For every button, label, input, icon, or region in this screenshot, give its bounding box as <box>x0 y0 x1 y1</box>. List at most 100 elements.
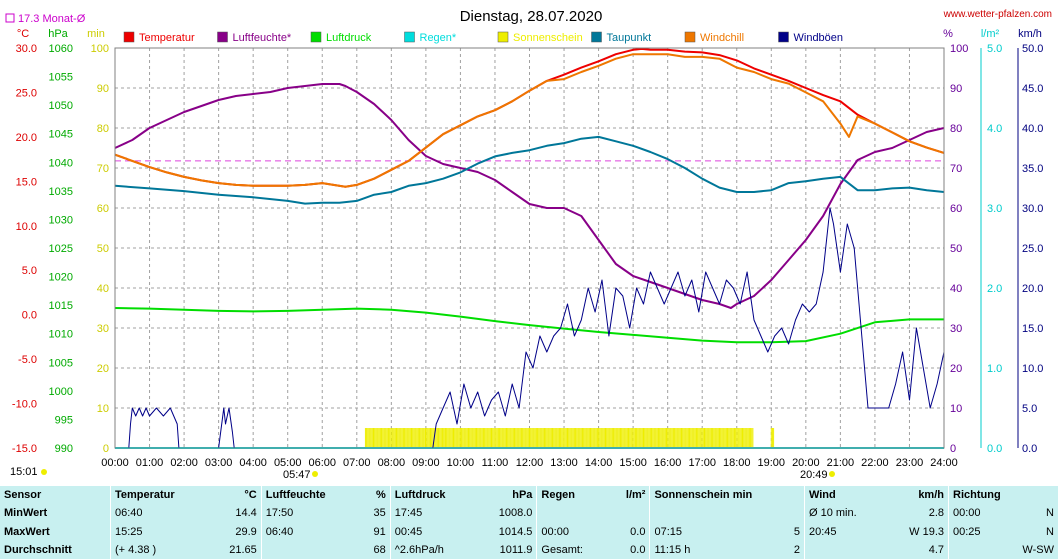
x-tick-label: 16:00 <box>654 457 682 469</box>
axis-tick-percent: 70 <box>950 163 962 175</box>
axis-tick-percent: 0 <box>950 443 956 455</box>
table-cell-sun-val: 2 <box>793 543 800 556</box>
axis-tick-pressure: 1040 <box>49 157 73 169</box>
axis-tick-pressure: 1035 <box>49 186 73 198</box>
axis-unit-pressure: hPa <box>48 28 68 40</box>
x-tick-label: 17:00 <box>688 457 716 469</box>
legend-swatch <box>497 31 509 43</box>
table-cell-temp-time: (+ 4.38 ) <box>109 540 210 559</box>
legend-swatch <box>684 31 696 43</box>
x-tick-label: 20:00 <box>792 457 820 469</box>
table-cell-temp-val: 29.9 <box>235 525 257 538</box>
table-header: Regen <box>536 486 610 505</box>
axis-tick-sun_min: 20 <box>97 363 109 375</box>
table-header: l/m² <box>625 489 646 502</box>
axis-tick-sun_min: 60 <box>97 203 109 215</box>
table-cell-press-time: ^2.6hPa/h <box>389 540 476 559</box>
site-url[interactable]: www.wetter-pfalzen.com <box>943 9 1052 20</box>
series-line-temperatur <box>114 47 945 188</box>
axis-tick-wind: 5.0 <box>1022 403 1037 415</box>
axis-tick-pressure: 1050 <box>49 100 73 112</box>
axis-unit-sun_min: min <box>87 28 105 40</box>
x-tick-label: 06:00 <box>308 457 336 469</box>
x-tick-label: 11:00 <box>482 457 509 469</box>
axis-tick-rain: 0.0 <box>987 443 1002 455</box>
axis-tick-sun_min: 50 <box>97 243 109 255</box>
table-cell-temp-time: 15:25 <box>109 522 210 541</box>
chart-grid <box>115 48 944 448</box>
axis-tick-percent: 10 <box>950 403 962 415</box>
x-tick-label: 18:00 <box>723 457 751 469</box>
table-cell-sun-time: 07:15 <box>649 522 767 541</box>
axis-tick-temp: 30.0 <box>16 43 37 55</box>
axis-tick-percent: 100 <box>950 43 968 55</box>
x-tick-label: 19:00 <box>758 457 786 469</box>
axis-tick-wind: 40.0 <box>1022 123 1043 135</box>
x-tick-label: 00:00 <box>101 457 129 469</box>
table-cell-press-val: 1008.0 <box>498 507 533 520</box>
table-cell-dir-val: N <box>1046 525 1054 538</box>
axis-tick-rain: 3.0 <box>987 203 1002 215</box>
series-lines <box>114 47 945 449</box>
axis-unit-rain: l/m² <box>981 28 1000 40</box>
table-cell-rain-time <box>536 504 610 523</box>
x-tick-label: 08:00 <box>378 457 406 469</box>
table-header: Luftdruck <box>389 486 476 505</box>
axis-tick-temp: 10.0 <box>16 221 37 233</box>
table-cell-wind-val: 4.7 <box>928 543 944 556</box>
monthly-avg-swatch <box>5 13 15 23</box>
legend-swatch <box>310 31 322 43</box>
table-cell-rain-time: Gesamt: <box>536 540 610 559</box>
table-cell-sun-val <box>766 504 804 522</box>
legend-label: Sonnenschein <box>513 32 583 44</box>
axis-tick-sun_min: 70 <box>97 163 109 175</box>
axis-tick-sun_min: 100 <box>91 43 109 55</box>
axis-tick-rain: 5.0 <box>987 43 1002 55</box>
table-header: °C <box>244 489 257 502</box>
axis-tick-temp: 25.0 <box>16 87 37 99</box>
axis-tick-sun_min: 90 <box>97 83 109 95</box>
axis-tick-wind: 25.0 <box>1022 243 1043 255</box>
axis-tick-temp: -5.0 <box>18 354 37 366</box>
axis-tick-pressure: 995 <box>55 414 73 426</box>
axis-tick-pressure: 1060 <box>49 43 73 55</box>
table-cell-dir-val: W-SW <box>1022 543 1054 556</box>
axis-tick-percent: 90 <box>950 83 962 95</box>
axis-tick-percent: 40 <box>950 283 962 295</box>
table-cell-sun-val: 5 <box>793 525 800 538</box>
x-tick-label: 10:00 <box>447 457 475 469</box>
axis-tick-sun_min: 40 <box>97 283 109 295</box>
legend-swatch <box>217 31 228 43</box>
series-line-luftdruck <box>114 307 944 344</box>
time-left-label: 15:01 <box>10 466 38 478</box>
table-cell-label: MinWert <box>4 507 48 520</box>
table-cell-hum-val: 35 <box>373 507 386 520</box>
table-cell-rain-val: 0.0 <box>630 525 646 538</box>
legend-label: Luftdruck <box>326 32 372 44</box>
axis-tick-percent: 80 <box>950 123 962 135</box>
table-cell-wind-val: 2.8 <box>928 507 944 520</box>
table-header: Luftfeuchte <box>260 486 361 505</box>
stats-table: Sensor Temperatur °C Luftfeuchte % Luftd… <box>0 486 1058 559</box>
table-cell-press-val: 1014.5 <box>498 525 533 538</box>
axis-tick-wind: 30.0 <box>1022 203 1043 215</box>
axis-tick-temp: -15.0 <box>12 443 37 455</box>
axis-tick-pressure: 1005 <box>49 357 73 369</box>
legend-label: Regen* <box>420 32 457 44</box>
sunrise-icon <box>312 471 318 477</box>
axis-tick-wind: 45.0 <box>1022 83 1043 95</box>
x-tick-label: 07:00 <box>343 457 371 469</box>
sun-icon <box>41 469 47 475</box>
axis-tick-wind: 35.0 <box>1022 163 1043 175</box>
x-tick-label: 15:00 <box>619 457 647 469</box>
axis-tick-temp: 0.0 <box>22 310 37 322</box>
axis-tick-temp: 5.0 <box>22 265 37 277</box>
axis-tick-pressure: 1045 <box>49 129 73 141</box>
table-cell-temp-val: 21.65 <box>229 543 257 556</box>
table-header: Sensor <box>4 489 42 502</box>
axis-tick-sun_min: 30 <box>97 323 109 335</box>
table-cell-wind-time <box>803 540 886 559</box>
table-header: Temperatur <box>109 486 210 505</box>
axis-tick-temp: 15.0 <box>16 176 37 188</box>
axis-tick-sun_min: 80 <box>97 123 109 135</box>
